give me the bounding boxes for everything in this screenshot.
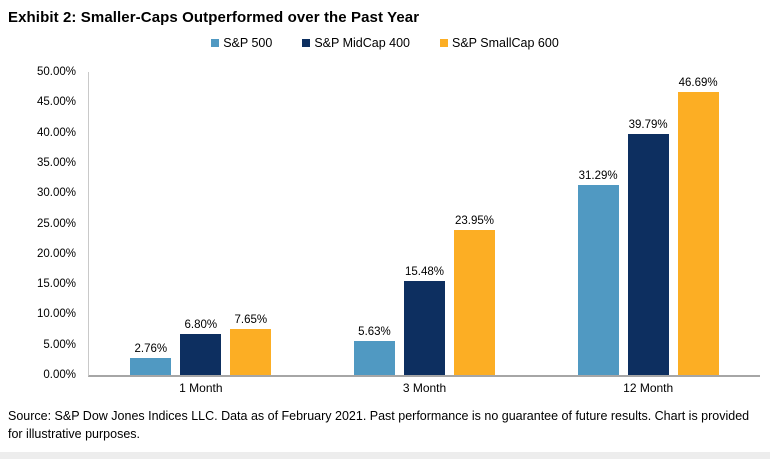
bar-value-label: 23.95% bbox=[454, 214, 494, 227]
bar-column: 15.48% bbox=[403, 266, 445, 375]
bar-group: 2.76% 6.80% 7.65% bbox=[130, 313, 272, 375]
bar bbox=[130, 358, 172, 375]
bar-value-label: 6.80% bbox=[184, 318, 218, 331]
legend-swatch bbox=[302, 39, 311, 47]
bar-value-label: 46.69% bbox=[678, 77, 718, 90]
legend-item: S&P MidCap 400 bbox=[302, 36, 410, 50]
page-title: Exhibit 2: Smaller-Caps Outperformed ove… bbox=[8, 9, 420, 26]
bar-group: 31.29% 39.79% 46.69% bbox=[577, 77, 719, 375]
y-tick-label: 15.00% bbox=[36, 278, 76, 291]
y-tick-label: 20.00% bbox=[36, 247, 76, 260]
bar-value-label: 15.48% bbox=[404, 266, 444, 279]
y-tick-label: 45.00% bbox=[36, 96, 76, 109]
bar-column: 39.79% bbox=[627, 118, 669, 375]
bar-value-label: 5.63% bbox=[358, 325, 391, 338]
bar-column: 5.63% bbox=[353, 325, 395, 375]
y-tick-label: 10.00% bbox=[36, 308, 76, 321]
bar bbox=[577, 185, 619, 375]
legend-item: S&P SmallCap 600 bbox=[440, 36, 559, 50]
bar bbox=[353, 340, 395, 375]
bar-column: 23.95% bbox=[453, 214, 495, 375]
legend-label: S&P 500 bbox=[223, 36, 273, 50]
plot-area: 2.76% 6.80% 7.65% 5.63% 15.48% 23.95% 31.29% 39… bbox=[88, 72, 760, 377]
bar bbox=[230, 328, 272, 375]
y-tick-label: 30.00% bbox=[36, 187, 76, 200]
bar bbox=[627, 133, 669, 375]
source-note: Source: S&P Dow Jones Indices LLC. Data … bbox=[8, 409, 750, 441]
bar-value-label: 31.29% bbox=[578, 170, 618, 183]
legend-label: S&P MidCap 400 bbox=[314, 36, 410, 50]
bottom-strip bbox=[0, 452, 770, 459]
bar-value-label: 2.76% bbox=[134, 343, 168, 356]
legend-swatch bbox=[211, 39, 220, 47]
chart-legend: S&P 500 S&P MidCap 400 S&P SmallCap 600 bbox=[0, 36, 770, 50]
bar bbox=[180, 333, 222, 375]
x-axis-label: 1 Month bbox=[179, 381, 223, 395]
bar-column: 2.76% bbox=[130, 343, 172, 375]
y-tick-label: 5.00% bbox=[43, 338, 76, 351]
x-axis-labels: 1 Month 3 Month 12 Month bbox=[89, 381, 760, 395]
y-axis: 50.00% 45.00% 40.00% 35.00% 30.00% 25.00% 20.0… bbox=[0, 66, 88, 381]
bar-value-label: 39.79% bbox=[628, 118, 668, 131]
chart-area: 50.00% 45.00% 40.00% 35.00% 30.00% 25.00% 20.0… bbox=[0, 66, 770, 381]
y-tick-label: 25.00% bbox=[36, 217, 76, 230]
y-tick-label: 40.00% bbox=[36, 126, 76, 139]
bar bbox=[453, 229, 495, 375]
y-tick-label: 50.00% bbox=[36, 66, 76, 78]
bar bbox=[677, 92, 719, 375]
bar-column: 46.69% bbox=[677, 77, 719, 375]
y-tick-label: 0.00% bbox=[43, 369, 76, 381]
bar-column: 6.80% bbox=[180, 318, 222, 375]
bar-groups: 2.76% 6.80% 7.65% 5.63% 15.48% 23.95% 31.29% 39… bbox=[89, 72, 760, 375]
bar-column: 31.29% bbox=[577, 170, 619, 375]
x-axis-label: 3 Month bbox=[402, 381, 447, 395]
bar-group: 5.63% 15.48% 23.95% bbox=[353, 214, 495, 375]
legend-swatch bbox=[440, 39, 448, 47]
x-axis-label: 12 Month bbox=[623, 381, 674, 395]
legend-item: S&P 500 bbox=[211, 36, 272, 50]
legend-label: S&P SmallCap 600 bbox=[452, 36, 559, 50]
bar bbox=[403, 281, 445, 375]
y-tick-label: 35.00% bbox=[36, 156, 76, 169]
bar-value-label: 7.65% bbox=[234, 313, 268, 326]
bar-column: 7.65% bbox=[230, 313, 272, 375]
